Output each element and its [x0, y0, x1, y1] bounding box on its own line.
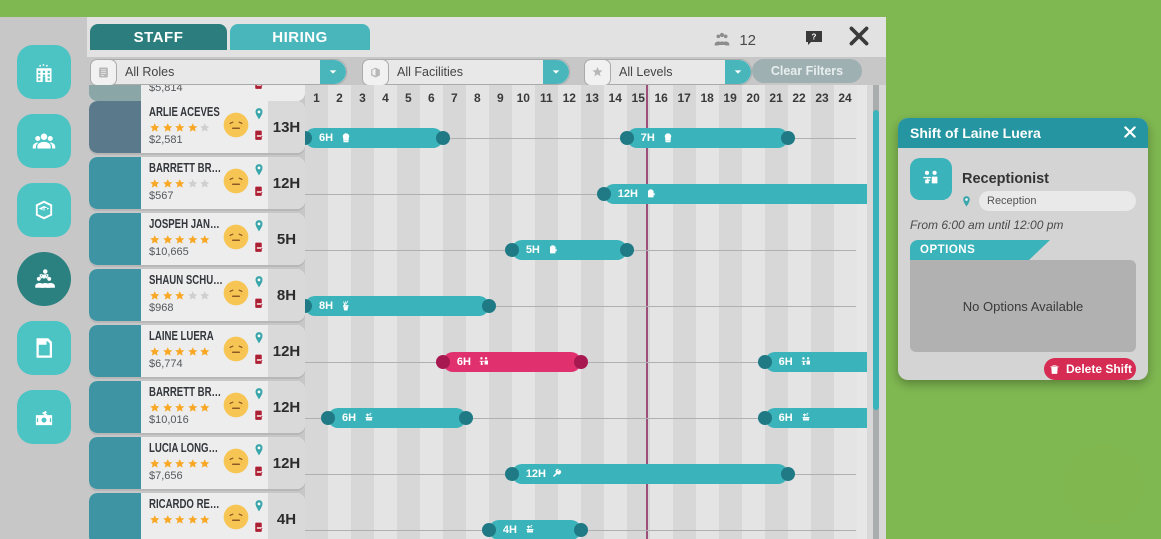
svg-text:?: ? [812, 33, 817, 42]
